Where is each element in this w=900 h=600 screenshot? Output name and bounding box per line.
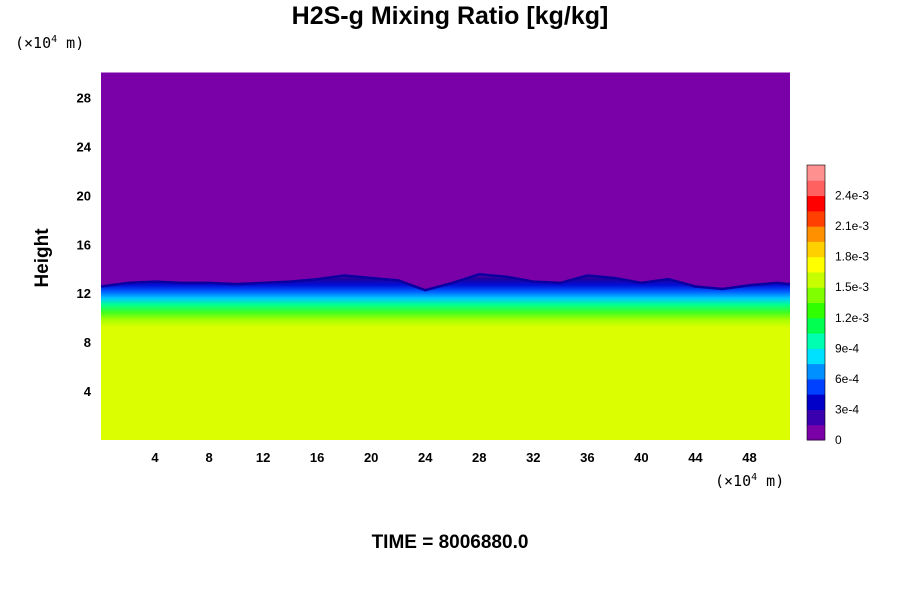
x-tick-label: 40	[634, 450, 648, 465]
y-tick-label: 12	[77, 286, 91, 301]
y-axis-ticks: 4 8 12 16 20 24 28	[77, 90, 92, 399]
x-axis-unit: (×104 m)	[715, 472, 785, 490]
y-tick-label: 8	[84, 335, 91, 350]
colorbar: 0 3e-4 6e-4 9e-4 1.2e-3 1.5e-3 1.8e-3 2.1e-3 2.4…	[806, 164, 869, 447]
colorbar-tick-label: 2.4e-3	[835, 189, 869, 203]
colorbar-tick-label: 9e-4	[835, 341, 859, 355]
x-tick-label: 8	[205, 450, 212, 465]
colorbar-tick-label: 1.2e-3	[835, 311, 869, 325]
colorbar-tick-label: 6e-4	[835, 372, 859, 386]
x-tick-label: 36	[580, 450, 594, 465]
colorbar-tick-label: 0	[835, 433, 842, 447]
lower-layer	[101, 327, 790, 440]
colorbar-segment	[807, 394, 825, 410]
colorbar-tick-label: 1.5e-3	[835, 280, 869, 294]
colorbar-segment	[807, 424, 825, 441]
colorbar-segment	[807, 302, 825, 319]
colorbar-segment	[807, 287, 825, 303]
colorbar-segment	[807, 195, 825, 212]
y-tick-label: 4	[84, 384, 92, 399]
colorbar-frame	[806, 164, 826, 441]
y-tick-label: 16	[77, 237, 91, 252]
colorbar-segment	[807, 378, 825, 395]
colorbar-segment	[807, 180, 825, 197]
colorbar-segment	[807, 210, 825, 227]
colorbar-segment	[807, 271, 825, 288]
x-tick-label: 32	[526, 450, 540, 465]
y-tick-label: 20	[77, 188, 91, 203]
x-tick-label: 28	[472, 450, 486, 465]
interface-edge	[100, 273, 791, 292]
x-axis-ticks: 4 8 12 16 20 24 28 32 36 40 44 48	[151, 450, 756, 465]
colorbar-segment	[807, 165, 825, 181]
colorbar-segment	[807, 317, 825, 334]
x-tick-label: 20	[364, 450, 378, 465]
interface-band	[101, 273, 790, 328]
x-tick-label: 24	[418, 450, 433, 465]
x-tick-label: 16	[310, 450, 324, 465]
y-tick-label: 24	[77, 139, 92, 154]
colorbar-segment	[807, 256, 825, 273]
x-tick-label: 12	[256, 450, 270, 465]
colorbar-tick-label: 1.8e-3	[835, 250, 869, 264]
chart-title: H2S-g Mixing Ratio [kg/kg]	[291, 2, 609, 30]
time-label: TIME = 8006880.0	[371, 532, 529, 553]
colorbar-segment	[807, 348, 825, 365]
colorbar-tick-label: 2.1e-3	[835, 219, 869, 233]
colorbar-segment	[807, 363, 825, 380]
y-axis-unit: (×104 m)	[15, 34, 85, 52]
x-tick-label: 4	[151, 450, 159, 465]
heatmap-field	[100, 72, 791, 440]
colorbar-tick-label: 3e-4	[835, 402, 859, 416]
x-tick-label: 48	[742, 450, 756, 465]
y-tick-label: 28	[77, 90, 91, 105]
x-tick-label: 44	[688, 450, 703, 465]
colorbar-segment	[807, 241, 825, 258]
colorbar-segment	[807, 226, 825, 242]
colorbar-segment	[807, 333, 825, 349]
colorbar-segment	[807, 409, 825, 426]
